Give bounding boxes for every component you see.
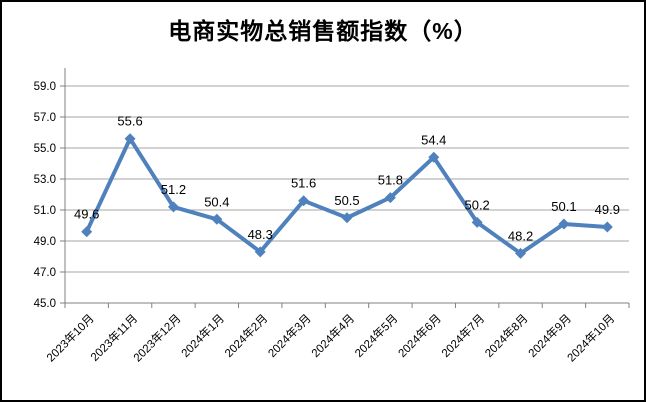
data-point-marker (211, 213, 223, 225)
x-tick-label: 2024年9月 (525, 311, 574, 360)
y-tick-label: 59.0 (34, 81, 56, 93)
data-point-label: 51.8 (378, 173, 403, 188)
x-tick-label: 2024年7月 (438, 311, 487, 360)
data-point-label: 51.2 (161, 182, 186, 197)
data-point-label: 54.4 (421, 132, 446, 147)
data-point-label: 50.5 (334, 193, 359, 208)
y-tick-label: 51.0 (34, 205, 56, 217)
y-tick-label: 47.0 (34, 267, 56, 279)
data-point-marker (254, 246, 266, 258)
x-tick-label: 2024年6月 (395, 311, 444, 360)
data-point-marker (601, 221, 613, 233)
x-tick-label: 2024年8月 (482, 311, 531, 360)
data-point-label: 48.2 (508, 228, 533, 243)
data-point-marker (167, 201, 179, 213)
data-point-label: 50.2 (464, 197, 489, 212)
data-point-marker (558, 218, 570, 230)
x-tick-label: 2024年2月 (222, 311, 271, 360)
data-point-marker (428, 151, 440, 163)
data-point-label: 50.1 (551, 199, 576, 214)
data-point-label: 50.4 (204, 194, 229, 209)
data-point-label: 51.6 (291, 176, 316, 191)
data-point-marker (124, 133, 136, 145)
chart-title: 电商实物总销售额指数（%） (168, 18, 478, 44)
data-point-label: 48.3 (248, 227, 273, 242)
data-point-label: 49.9 (595, 202, 620, 217)
data-point-marker (298, 195, 310, 207)
y-tick-label: 53.0 (34, 174, 56, 186)
y-tick-label: 45.0 (34, 298, 56, 310)
x-tick-label: 2024年5月 (352, 311, 401, 360)
data-point-marker (384, 192, 396, 204)
data-point-marker (515, 247, 527, 259)
data-point-marker (471, 216, 483, 228)
data-point-label: 55.6 (117, 114, 142, 129)
x-tick-label: 2024年1月 (178, 311, 227, 360)
data-point-marker (341, 212, 353, 224)
y-tick-label: 57.0 (34, 112, 56, 124)
y-tick-label: 49.0 (34, 236, 56, 248)
x-tick-label: 2024年3月 (265, 311, 314, 360)
x-tick-label: 2024年4月 (308, 311, 357, 360)
y-tick-label: 55.0 (34, 143, 56, 155)
data-point-label: 49.6 (74, 207, 99, 222)
data-point-marker (81, 226, 93, 238)
